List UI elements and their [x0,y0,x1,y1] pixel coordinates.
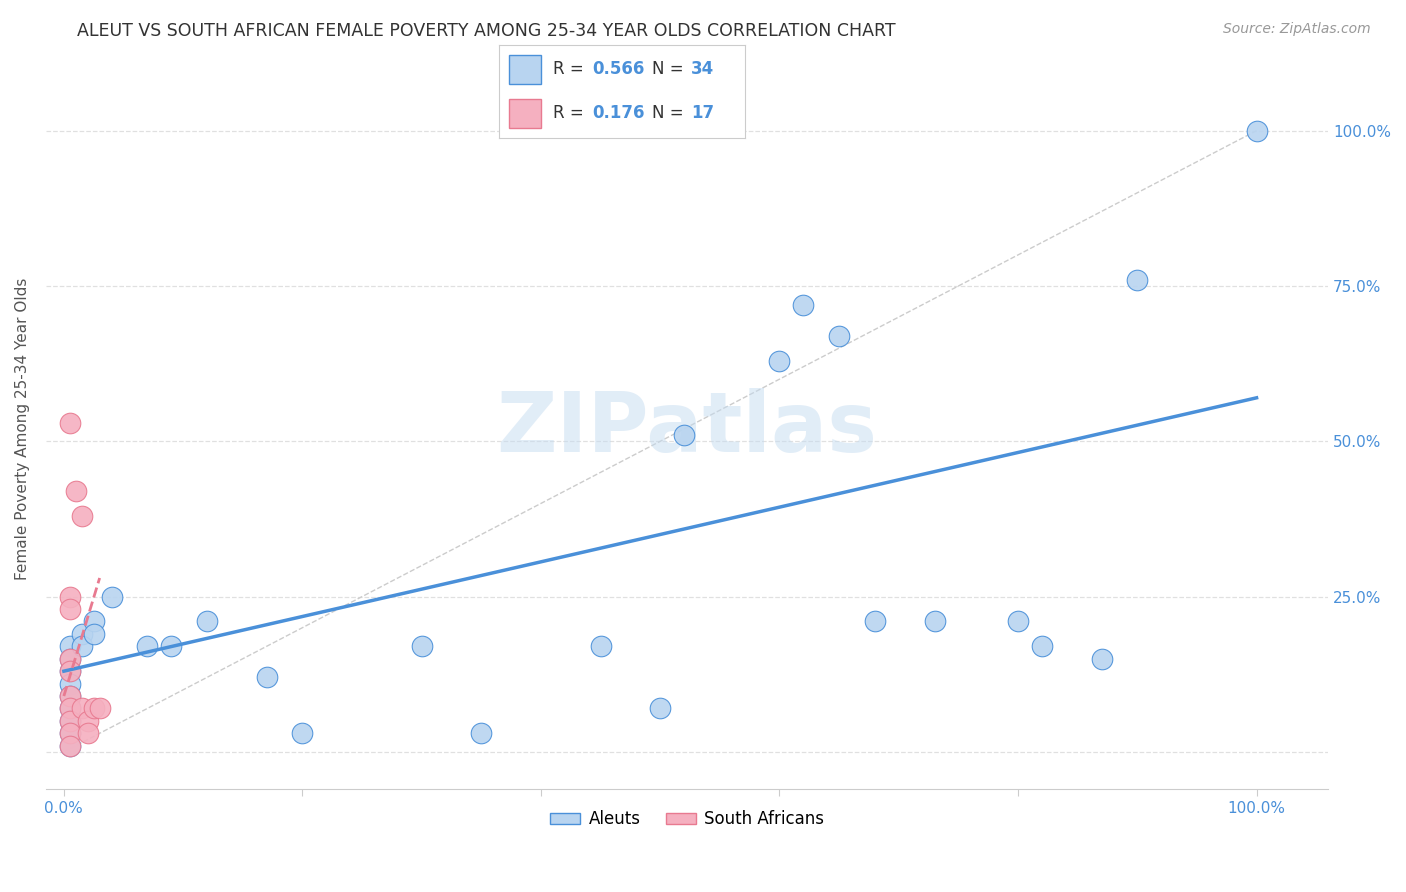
Text: 0.176: 0.176 [593,104,645,122]
Point [768,353,790,368]
Text: N =: N = [652,104,683,122]
Point [59,714,82,728]
Point [792,297,814,311]
Point [136,640,159,654]
Point [59,590,82,604]
Point [650,701,672,715]
Point [828,328,851,343]
Point [59,726,82,740]
Point [65,483,87,498]
Text: N =: N = [652,60,683,78]
Point [83,627,105,641]
Point [1031,640,1053,654]
Point [1126,273,1149,287]
Point [59,664,82,678]
Point [59,689,82,703]
Point [70,508,93,523]
Point [291,726,314,740]
Y-axis label: Female Poverty Among 25-34 Year Olds: Female Poverty Among 25-34 Year Olds [15,277,30,580]
Point [59,676,82,690]
Point [589,640,612,654]
Text: R =: R = [554,60,583,78]
Point [59,726,82,740]
Point [59,701,82,715]
Point [59,664,82,678]
Point [1090,652,1112,666]
Text: 17: 17 [692,104,714,122]
Point [924,615,946,629]
Point [100,590,122,604]
Point [59,602,82,616]
Text: ZIPatlas: ZIPatlas [496,388,877,469]
Text: R =: R = [554,104,583,122]
Point [70,627,93,641]
Point [59,714,82,728]
Point [89,701,111,715]
Point [59,652,82,666]
Point [59,640,82,654]
Legend: Aleuts, South Africans: Aleuts, South Africans [544,804,831,835]
Point [1007,615,1029,629]
Point [195,615,218,629]
Point [1246,123,1268,137]
Bar [509,55,541,84]
Point [59,739,82,753]
Point [83,615,105,629]
Point [59,689,82,703]
Bar [509,99,541,128]
Point [59,416,82,430]
Point [59,652,82,666]
Point [76,714,98,728]
Text: Source: ZipAtlas.com: Source: ZipAtlas.com [1223,22,1371,37]
Point [59,701,82,715]
Point [470,726,492,740]
Point [863,615,886,629]
Point [411,640,433,654]
Text: ALEUT VS SOUTH AFRICAN FEMALE POVERTY AMONG 25-34 YEAR OLDS CORRELATION CHART: ALEUT VS SOUTH AFRICAN FEMALE POVERTY AM… [77,22,896,40]
Point [59,739,82,753]
Point [256,670,278,684]
Point [673,428,696,442]
Point [70,701,93,715]
Point [70,640,93,654]
Point [76,726,98,740]
Text: 0.566: 0.566 [593,60,645,78]
Point [83,701,105,715]
Point [160,640,183,654]
Text: 34: 34 [692,60,714,78]
